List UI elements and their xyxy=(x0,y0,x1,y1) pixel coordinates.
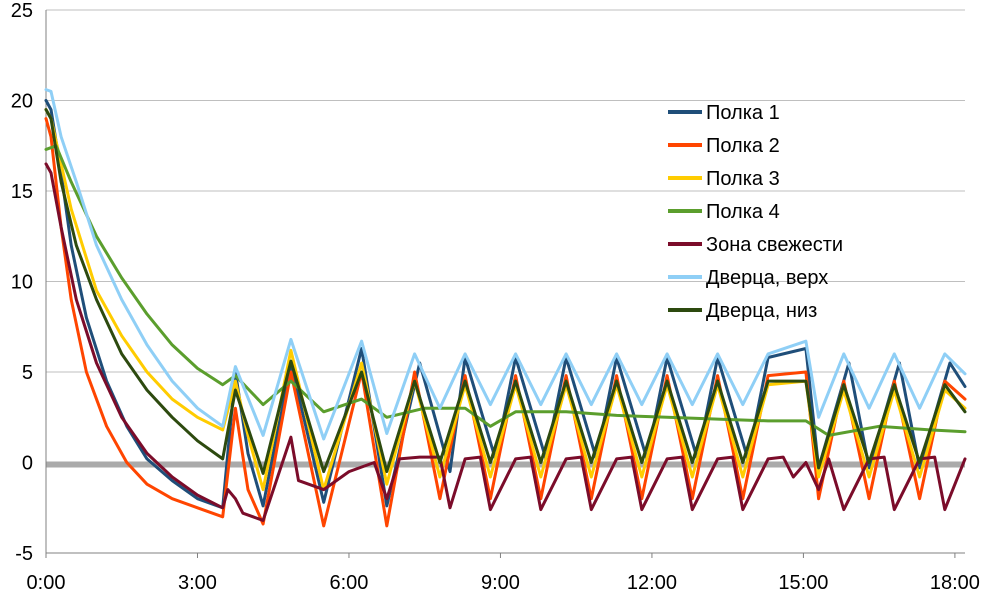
y-tick-label: -5 xyxy=(15,543,33,565)
series-line-4 xyxy=(44,144,967,437)
grid-lines xyxy=(46,9,965,554)
series-lines xyxy=(44,88,967,528)
series-line-7 xyxy=(44,108,967,475)
y-tick-label: 25 xyxy=(11,0,33,22)
series-line-6 xyxy=(44,88,967,441)
legend-label: Полка 2 xyxy=(706,135,780,157)
legend-label: Дверца, низ xyxy=(706,300,817,322)
x-tick-label: 12:00 xyxy=(627,572,677,594)
legend: Полка 1 Полка 2 Полка 3 Полка 4 Зона свежест… xyxy=(668,102,843,322)
y-tick-label: 20 xyxy=(11,91,33,113)
legend-label: Зона свежести xyxy=(706,234,843,256)
legend-label: Полка 4 xyxy=(706,201,780,223)
legend-label: Дверца, верх xyxy=(706,267,828,289)
y-tick-label: 15 xyxy=(11,181,33,203)
y-tick-label: 5 xyxy=(22,362,33,384)
x-tick-label: 15:00 xyxy=(778,572,828,594)
y-tick-label: 0 xyxy=(22,453,33,475)
y-tick-label: 10 xyxy=(11,272,33,294)
x-tick-label: 3:00 xyxy=(178,572,217,594)
x-tick-label: 9:00 xyxy=(481,572,520,594)
series-line-1 xyxy=(44,99,967,510)
series-line-3 xyxy=(44,108,967,492)
x-tick-label: 18:00 xyxy=(930,572,980,594)
legend-label: Полка 1 xyxy=(706,102,780,124)
tick-labels: -5 0 5 10 15 20 25 0:00 3:00 6:00 9:00 12:00 15:00 18… xyxy=(11,0,980,594)
series-line-5 xyxy=(44,162,967,522)
legend-label: Полка 3 xyxy=(706,168,780,190)
x-tick-label: 6:00 xyxy=(329,572,368,594)
x-tick-label: 0:00 xyxy=(27,572,66,594)
